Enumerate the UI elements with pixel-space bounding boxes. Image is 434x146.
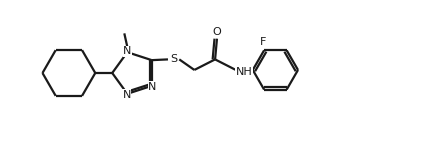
Text: S: S — [170, 54, 177, 64]
Text: N: N — [123, 46, 132, 56]
Text: NH: NH — [236, 67, 253, 77]
Text: N: N — [122, 90, 131, 100]
Text: O: O — [213, 27, 221, 37]
Text: N: N — [148, 82, 157, 92]
Text: F: F — [260, 37, 266, 47]
